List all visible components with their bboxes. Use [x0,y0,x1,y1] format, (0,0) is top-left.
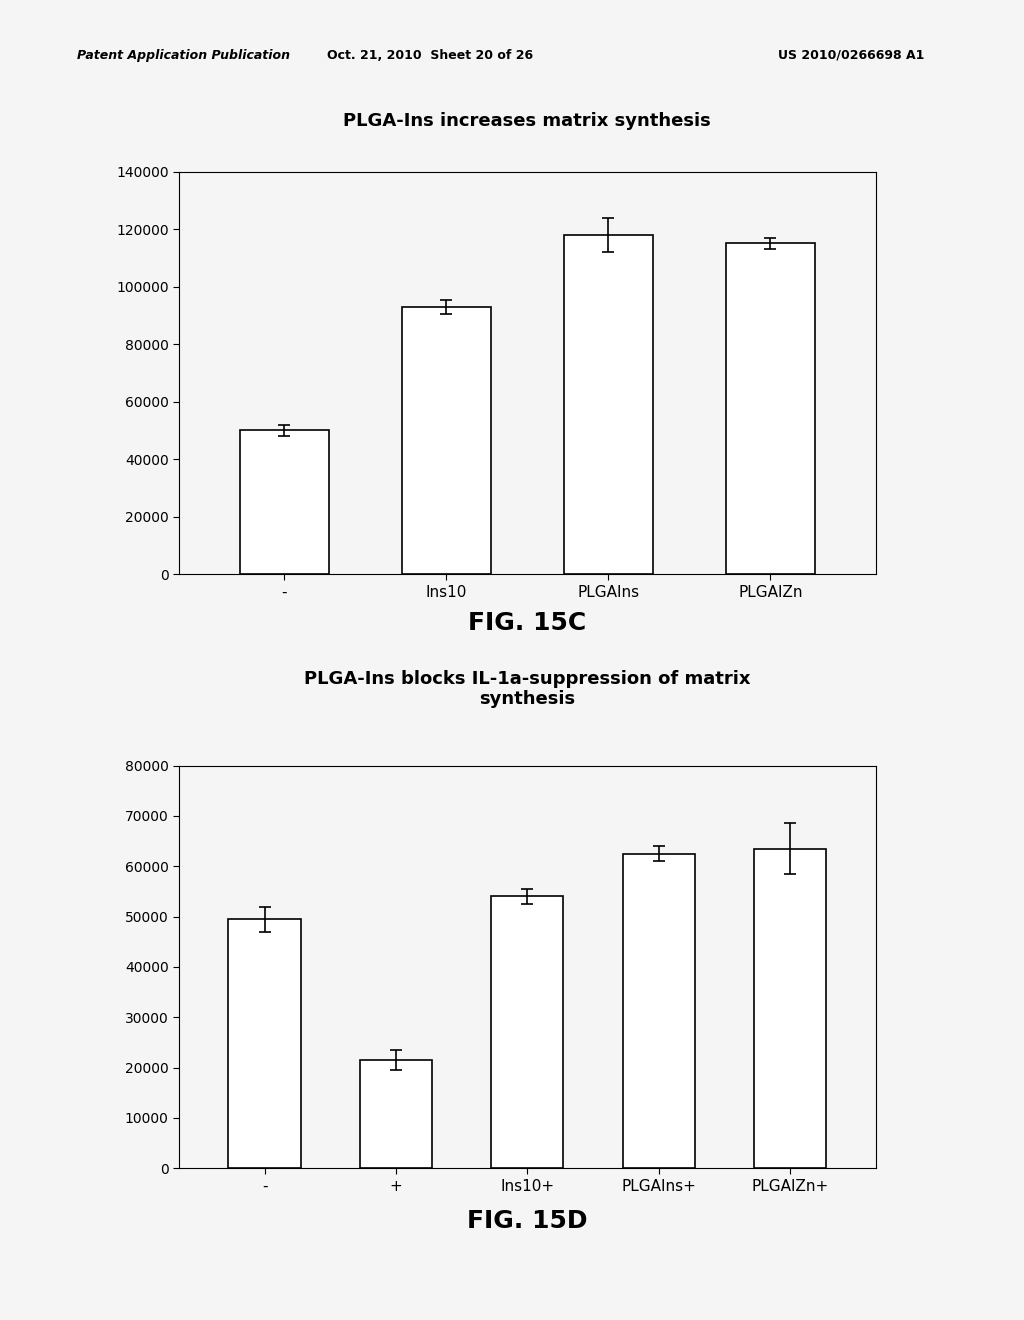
Bar [726,243,815,574]
Text: FIG. 15D: FIG. 15D [467,1209,588,1233]
Text: US 2010/0266698 A1: US 2010/0266698 A1 [778,49,925,62]
Text: FIG. 15C: FIG. 15C [468,611,587,635]
Bar [240,430,329,574]
Bar [623,854,695,1168]
Text: Oct. 21, 2010  Sheet 20 of 26: Oct. 21, 2010 Sheet 20 of 26 [327,49,534,62]
Bar [228,919,301,1168]
Bar [492,896,563,1168]
Bar [754,849,826,1168]
Text: PLGA-Ins increases matrix synthesis: PLGA-Ins increases matrix synthesis [343,112,712,131]
Bar [564,235,653,574]
Bar [401,306,490,574]
Text: Patent Application Publication: Patent Application Publication [77,49,290,62]
Bar [359,1060,432,1168]
Text: PLGA-Ins blocks IL-1a-suppression of matrix
synthesis: PLGA-Ins blocks IL-1a-suppression of mat… [304,669,751,709]
